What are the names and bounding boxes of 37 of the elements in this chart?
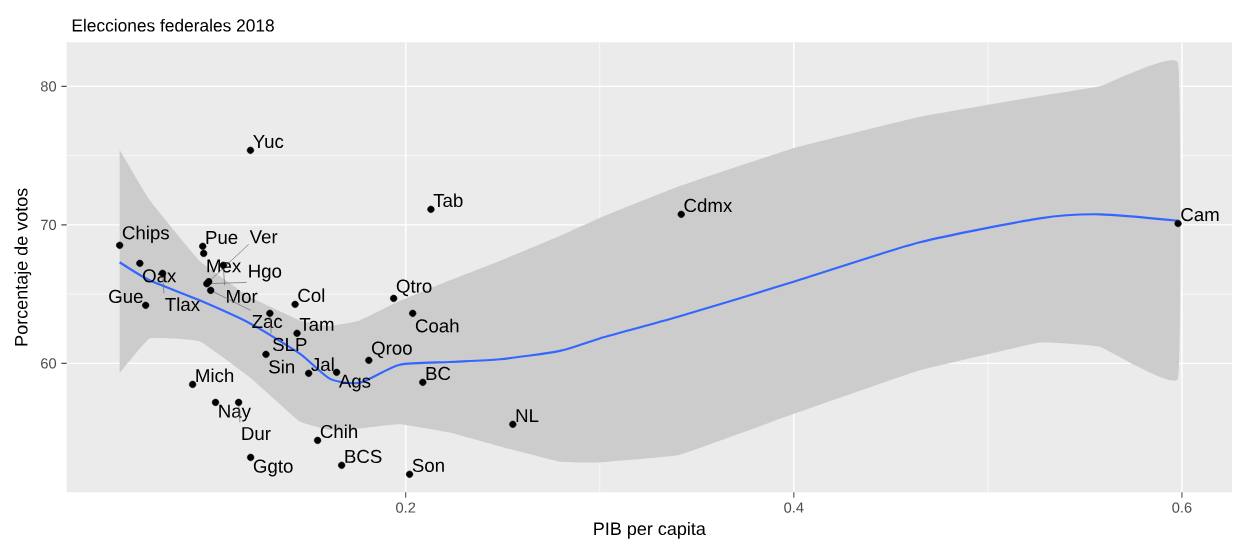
annotation: Cam — [1181, 207, 1219, 222]
annotation: Mor — [227, 290, 258, 304]
annotation: Tab — [433, 193, 463, 208]
annotation: Pue — [206, 231, 238, 245]
annotation: Nay — [219, 404, 251, 422]
annotation: Jal — [311, 357, 334, 372]
annotation: Yuc — [253, 135, 284, 149]
annotation: Col — [298, 288, 325, 303]
annotation: Cdmx — [684, 198, 733, 213]
annotation: Ggto — [253, 459, 293, 477]
x-tick-label: 0.6 — [1172, 502, 1192, 513]
annotation: Coah — [415, 318, 459, 333]
annotation: Dur — [242, 427, 271, 441]
chart-title: Elecciones federales 2018 — [72, 18, 274, 32]
annotation: Mich — [196, 368, 234, 383]
x-tick-label: 0.2 — [396, 502, 416, 513]
annotation: Ver — [249, 230, 278, 244]
annotation: BCS — [345, 449, 382, 464]
x-axis-title: PIB per capita — [594, 521, 706, 539]
annotation: Qtro — [396, 279, 432, 297]
y-tick-label: 80 — [40, 81, 57, 92]
x-tick-label: 0.4 — [784, 502, 804, 513]
annotation: NL — [516, 409, 539, 423]
annotation: Son — [412, 458, 444, 473]
annotation: Tlax — [165, 297, 200, 312]
y-axis-title: Porcentaje de votos — [14, 188, 32, 346]
annotation: Tam — [299, 318, 334, 332]
annotation: Zac — [252, 315, 283, 329]
annotation: BC — [426, 366, 451, 381]
y-tick-label: 70 — [41, 219, 57, 231]
annotation: Chih — [320, 424, 358, 439]
annotation: Hgo — [249, 264, 282, 282]
annotation: Chips — [122, 225, 169, 244]
annotation: Gue — [109, 289, 143, 304]
annotation: Sin — [269, 359, 295, 374]
annotation: Qroo — [371, 341, 412, 359]
y-tick-label: 60 — [41, 358, 57, 369]
